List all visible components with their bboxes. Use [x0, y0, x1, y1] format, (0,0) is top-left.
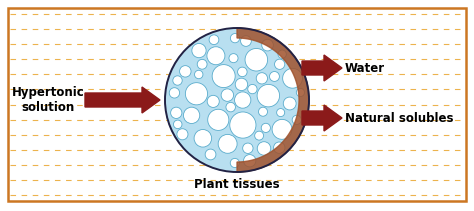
Circle shape — [194, 70, 203, 79]
Circle shape — [272, 119, 292, 139]
Circle shape — [273, 142, 285, 153]
Polygon shape — [85, 87, 160, 113]
Circle shape — [262, 39, 273, 51]
Polygon shape — [302, 55, 342, 81]
Circle shape — [255, 131, 264, 140]
Circle shape — [283, 68, 302, 88]
Circle shape — [270, 72, 279, 81]
Text: Water: Water — [345, 61, 385, 74]
Circle shape — [257, 84, 280, 107]
Circle shape — [185, 83, 208, 105]
Circle shape — [296, 88, 304, 97]
Circle shape — [209, 35, 219, 45]
Circle shape — [165, 28, 309, 172]
Text: Natural solubles: Natural solubles — [345, 111, 454, 124]
Circle shape — [244, 155, 256, 167]
Circle shape — [207, 47, 225, 65]
Text: Hypertonic
solution: Hypertonic solution — [12, 86, 84, 114]
Circle shape — [177, 129, 188, 140]
Circle shape — [230, 158, 239, 168]
Circle shape — [205, 149, 216, 160]
Circle shape — [212, 65, 235, 88]
Circle shape — [169, 88, 180, 98]
Circle shape — [292, 115, 301, 124]
Circle shape — [171, 107, 182, 118]
Circle shape — [257, 142, 271, 155]
Circle shape — [218, 134, 237, 153]
Polygon shape — [237, 28, 309, 172]
Circle shape — [235, 78, 247, 91]
Circle shape — [173, 120, 182, 129]
Circle shape — [237, 67, 247, 77]
Circle shape — [245, 49, 268, 71]
Circle shape — [283, 97, 296, 110]
Text: Plant tissues: Plant tissues — [194, 179, 280, 192]
Circle shape — [194, 130, 211, 147]
Circle shape — [183, 107, 200, 123]
Circle shape — [226, 102, 236, 112]
Circle shape — [229, 54, 238, 63]
Circle shape — [230, 34, 239, 43]
Circle shape — [248, 84, 257, 94]
Circle shape — [173, 76, 182, 85]
Polygon shape — [302, 105, 342, 131]
Circle shape — [230, 112, 256, 138]
Circle shape — [256, 73, 267, 84]
Circle shape — [221, 89, 234, 101]
Circle shape — [277, 109, 285, 117]
Circle shape — [241, 36, 251, 46]
Circle shape — [180, 66, 191, 77]
Circle shape — [261, 123, 270, 133]
Circle shape — [243, 143, 253, 153]
Circle shape — [192, 43, 206, 58]
Circle shape — [197, 59, 207, 69]
Circle shape — [208, 109, 229, 130]
Circle shape — [207, 95, 219, 107]
Circle shape — [278, 50, 286, 58]
Circle shape — [258, 107, 267, 116]
Circle shape — [235, 92, 251, 108]
Circle shape — [274, 59, 285, 69]
